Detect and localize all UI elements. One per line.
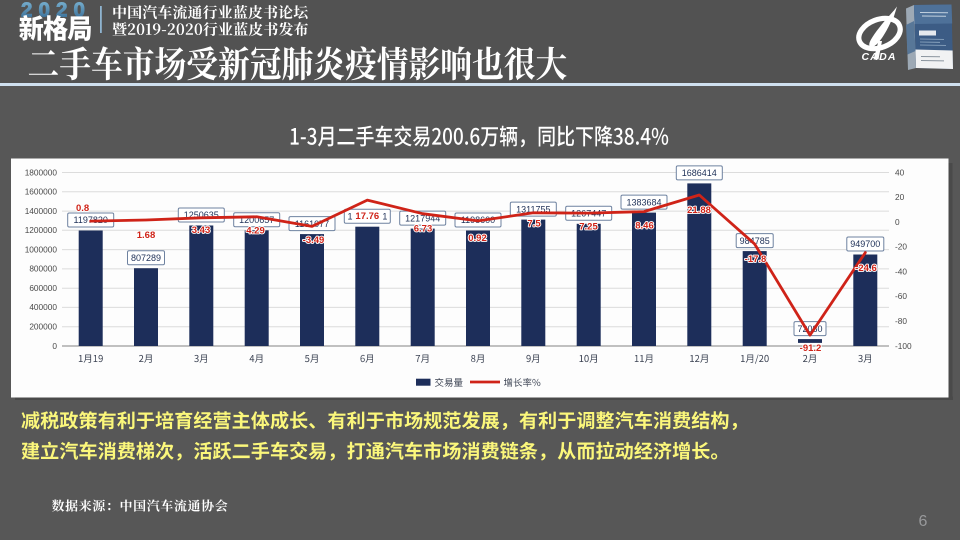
svg-text:800000: 800000 (29, 264, 57, 274)
svg-text:-60: -60 (895, 291, 907, 301)
svg-text:-91.2: -91.2 (800, 343, 822, 354)
svg-text:1400000: 1400000 (25, 206, 58, 216)
svg-text:0.92: 0.92 (468, 233, 487, 244)
svg-text:8.46: 8.46 (635, 220, 654, 231)
svg-text:0: 0 (895, 217, 900, 227)
svg-text:600000: 600000 (29, 283, 57, 293)
svg-text:7.5: 7.5 (527, 219, 541, 230)
svg-text:-17.8: -17.8 (745, 254, 767, 265)
svg-text:1161077: 1161077 (295, 219, 329, 229)
svg-text:400000: 400000 (29, 302, 57, 312)
svg-text:-20: -20 (895, 242, 907, 252)
svg-text:1: 1 (347, 211, 352, 221)
svg-text:984785: 984785 (740, 236, 770, 246)
svg-text:1250635: 1250635 (184, 210, 219, 220)
svg-text:-80: -80 (895, 316, 907, 326)
svg-text:200000: 200000 (29, 322, 57, 332)
svg-text:1: 1 (382, 211, 387, 221)
svg-text:1800000: 1800000 (25, 167, 58, 177)
svg-text:7.25: 7.25 (579, 222, 598, 233)
svg-text:2020: 2020 (21, 0, 91, 22)
svg-text:6.73: 6.73 (414, 224, 433, 235)
svg-text:1200657: 1200657 (239, 215, 274, 225)
svg-text:-40: -40 (895, 266, 907, 276)
svg-text:0: 0 (52, 341, 57, 351)
svg-text:1686414: 1686414 (682, 168, 717, 178)
svg-text:17.76: 17.76 (355, 211, 379, 222)
svg-text:1383684: 1383684 (626, 197, 661, 207)
svg-text:1.68: 1.68 (137, 230, 156, 241)
svg-text:1000000: 1000000 (25, 244, 58, 254)
svg-text:3.43: 3.43 (192, 225, 211, 236)
svg-text:949700: 949700 (850, 239, 880, 249)
svg-text:21.88: 21.88 (687, 205, 711, 216)
svg-text:1200000: 1200000 (25, 225, 58, 235)
svg-text:-24.6: -24.6 (855, 263, 877, 274)
svg-text:-100: -100 (895, 341, 912, 351)
svg-text:1217944: 1217944 (405, 213, 440, 223)
svg-text:CADA: CADA (862, 51, 897, 63)
svg-text:40: 40 (895, 167, 905, 177)
svg-text:1311755: 1311755 (516, 204, 550, 214)
svg-text:6: 6 (919, 513, 928, 530)
svg-text:72080: 72080 (797, 324, 822, 334)
svg-text:20: 20 (895, 192, 905, 202)
svg-text:807289: 807289 (131, 253, 161, 263)
svg-text:1600000: 1600000 (25, 187, 58, 197)
svg-text:0.8: 0.8 (76, 203, 89, 214)
svg-text:4.29: 4.29 (246, 226, 265, 237)
svg-text:-3.49: -3.49 (303, 235, 325, 246)
